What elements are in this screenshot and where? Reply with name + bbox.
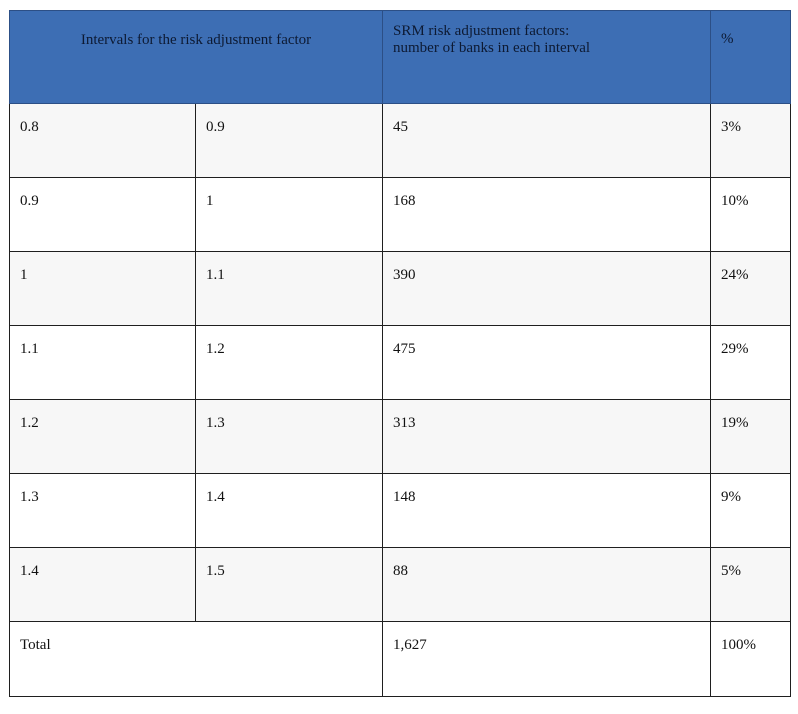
interval-to-cell: 1.1 <box>195 251 383 326</box>
percent-cell: 5% <box>710 547 791 622</box>
total-bank-count-cell: 1,627 <box>382 621 711 697</box>
interval-to-cell: 0.9 <box>195 103 383 178</box>
interval-from-cell: 0.9 <box>9 177 196 252</box>
interval-to-cell: 1.2 <box>195 325 383 400</box>
interval-from-cell: 1.3 <box>9 473 196 548</box>
interval-to-cell: 1 <box>195 177 383 252</box>
header-row: Intervals for the risk adjustment factor… <box>9 10 791 104</box>
percent-cell: 24% <box>710 251 791 326</box>
interval-from-cell: 0.8 <box>9 103 196 178</box>
bank-count-cell: 390 <box>382 251 711 326</box>
total-percent-cell: 100% <box>710 621 791 697</box>
table-row: 1.2 1.3 313 19% <box>9 399 791 474</box>
risk-adjustment-table-container: Intervals for the risk adjustment factor… <box>9 10 791 697</box>
interval-from-cell: 1 <box>9 251 196 326</box>
bank-count-cell: 45 <box>382 103 711 178</box>
header-bank-count-line2: number of banks in each interval <box>393 40 591 56</box>
interval-from-cell: 1.1 <box>9 325 196 400</box>
percent-cell: 10% <box>710 177 791 252</box>
risk-adjustment-table: Intervals for the risk adjustment factor… <box>9 10 791 697</box>
interval-to-cell: 1.3 <box>195 399 383 474</box>
percent-cell: 29% <box>710 325 791 400</box>
percent-cell: 19% <box>710 399 791 474</box>
interval-from-cell: 1.2 <box>9 399 196 474</box>
total-label-cell: Total <box>9 621 383 697</box>
table-row: 1 1.1 390 24% <box>9 251 791 326</box>
interval-to-cell: 1.5 <box>195 547 383 622</box>
header-bank-count-line1: SRM risk adjustment factors: <box>393 23 570 39</box>
interval-from-cell: 1.4 <box>9 547 196 622</box>
bank-count-cell: 313 <box>382 399 711 474</box>
table-row: 1.3 1.4 148 9% <box>9 473 791 548</box>
bank-count-cell: 148 <box>382 473 711 548</box>
table-row: 0.9 1 168 10% <box>9 177 791 252</box>
table-row: 0.8 0.9 45 3% <box>9 103 791 178</box>
header-interval: Intervals for the risk adjustment factor <box>9 10 383 104</box>
header-percent: % <box>710 10 791 104</box>
header-interval-label: Intervals for the risk adjustment factor <box>80 32 312 48</box>
percent-cell: 9% <box>710 473 791 548</box>
header-percent-label: % <box>721 31 734 47</box>
percent-cell: 3% <box>710 103 791 178</box>
table-row: 1.1 1.2 475 29% <box>9 325 791 400</box>
bank-count-cell: 475 <box>382 325 711 400</box>
bank-count-cell: 168 <box>382 177 711 252</box>
header-bank-count: SRM risk adjustment factors: number of b… <box>382 10 711 104</box>
table-row: 1.4 1.5 88 5% <box>9 547 791 622</box>
bank-count-cell: 88 <box>382 547 711 622</box>
total-row: Total 1,627 100% <box>9 621 791 697</box>
interval-to-cell: 1.4 <box>195 473 383 548</box>
